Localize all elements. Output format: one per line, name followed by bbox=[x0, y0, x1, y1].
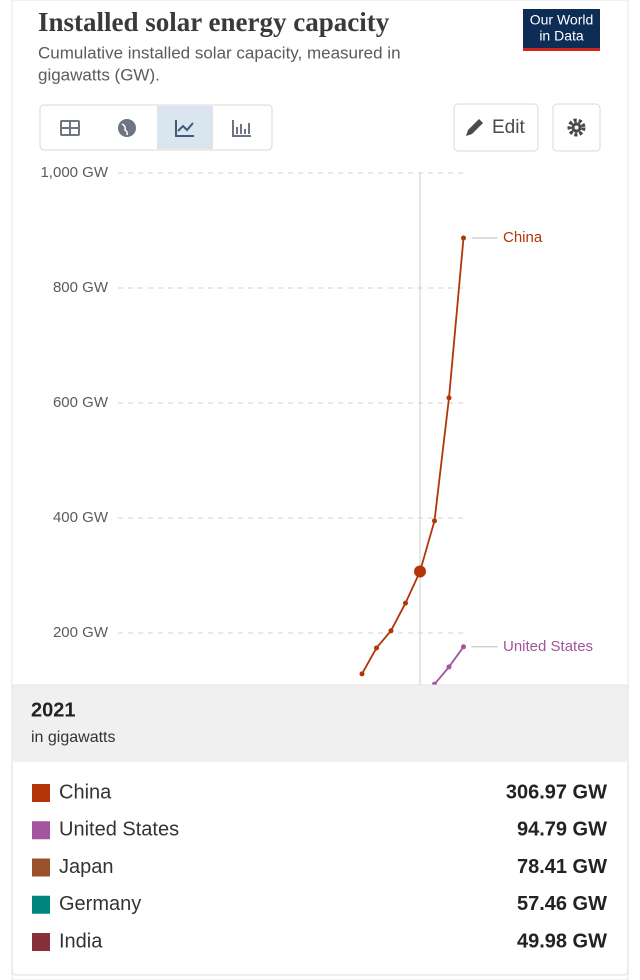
legend-label: Germany bbox=[59, 893, 141, 915]
data-point bbox=[374, 645, 379, 651]
edit-button[interactable]: Edit bbox=[453, 103, 539, 152]
data-point bbox=[446, 395, 452, 401]
subtitle: gigawatts (GW). bbox=[38, 65, 160, 84]
legend-label: China bbox=[59, 781, 112, 803]
line-label: United States bbox=[503, 638, 593, 655]
tooltip-value: 94.79 GW bbox=[517, 819, 607, 841]
data-point bbox=[461, 235, 466, 241]
series-line bbox=[361, 237, 465, 675]
tooltip-value: 49.98 GW bbox=[517, 930, 607, 952]
logo-stripe bbox=[523, 48, 600, 51]
bar-tab[interactable] bbox=[232, 120, 251, 137]
legend-swatch bbox=[32, 821, 50, 840]
data-point bbox=[446, 664, 452, 670]
logo-text: in Data bbox=[539, 28, 584, 44]
legend-label: United States bbox=[59, 819, 179, 841]
table-tab[interactable] bbox=[60, 120, 80, 136]
data-point bbox=[403, 600, 408, 606]
logo[interactable]: Our World in Data bbox=[523, 9, 600, 51]
legend-label: Japan bbox=[59, 856, 114, 878]
y-tick-label: 200 GW bbox=[53, 624, 109, 641]
y-tick-label: 800 GW bbox=[53, 279, 109, 296]
data-point bbox=[414, 565, 426, 578]
y-tick-label: 600 GW bbox=[53, 394, 109, 411]
tooltip-subtitle: in gigawatts bbox=[31, 729, 116, 746]
legend-swatch bbox=[32, 784, 50, 802]
legend-swatch bbox=[32, 858, 50, 877]
subtitle: Cumulative installed solar capacity, mea… bbox=[38, 43, 401, 62]
tab-group bbox=[39, 104, 273, 151]
y-tick-label: 1,000 GW bbox=[40, 164, 108, 181]
tooltip-value: 57.46 GW bbox=[517, 893, 607, 915]
data-point bbox=[388, 628, 394, 634]
data-point bbox=[359, 671, 365, 677]
legend-label: India bbox=[59, 930, 103, 952]
chart-tab[interactable] bbox=[175, 120, 194, 137]
logo-box bbox=[523, 9, 600, 51]
data-point bbox=[432, 518, 437, 524]
legend-swatch bbox=[32, 895, 50, 914]
tooltip-title: 2021 bbox=[31, 699, 76, 721]
settings-button[interactable] bbox=[552, 103, 601, 152]
y-tick-label: 400 GW bbox=[53, 509, 109, 526]
logo-text: Our World bbox=[530, 12, 594, 28]
legend-swatch bbox=[32, 933, 50, 951]
tooltip: 2021 in gigawatts China 306.97 GW United S… bbox=[11, 684, 629, 976]
title: Installed solar energy capacity bbox=[38, 7, 390, 37]
data-point bbox=[461, 644, 466, 650]
edit-label: Edit bbox=[492, 117, 525, 138]
tooltip-value: 78.41 GW bbox=[517, 856, 607, 878]
tooltip-header bbox=[13, 686, 627, 762]
line-label: China bbox=[503, 229, 543, 246]
map-tab[interactable] bbox=[118, 119, 136, 137]
tooltip-value: 306.97 GW bbox=[506, 781, 607, 803]
